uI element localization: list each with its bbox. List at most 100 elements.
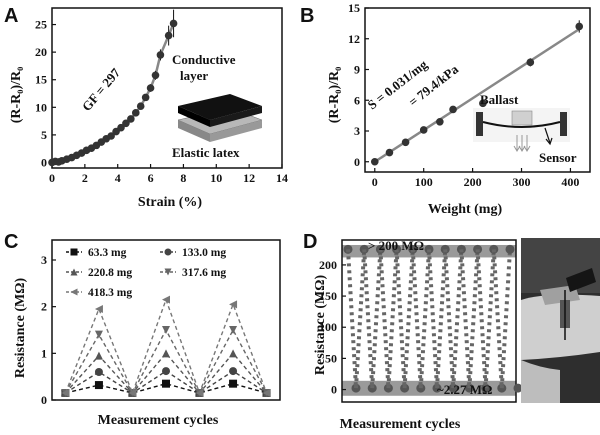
panel-d-ytick-label: 0: [331, 383, 337, 397]
panel-c-point: [229, 367, 238, 376]
panel-d-transition-line: [362, 249, 375, 389]
panel-a-latex-label: Elastic latex: [172, 145, 240, 160]
panel-c-xlabel: Measurement cycles: [98, 413, 219, 428]
panel-a-point: [127, 115, 135, 123]
panel-d-low-point: [513, 383, 523, 393]
panel-d-low-band: [342, 380, 516, 396]
panel-b-xtick-label: 0: [372, 175, 378, 189]
panel-d-transition-line: [459, 249, 472, 389]
panel-a-xtick-label: 0: [49, 171, 55, 185]
panel-b-sensor-label: Sensor: [539, 150, 577, 165]
panel-c-legend-label: 133.0 mg: [182, 247, 226, 259]
panel-d-transition-line: [427, 249, 439, 389]
panel-a-xtick-label: 8: [180, 171, 186, 185]
panel-c-legend-marker: [164, 268, 172, 276]
panel-a-point: [164, 31, 173, 40]
panel-c-legend-label: 63.3 mg: [88, 247, 127, 259]
panel-c-ytick-label: 3: [41, 253, 47, 267]
panel-d-transition-line: [378, 249, 391, 389]
panel-c-chart: 0 1 2 3 63.3 mg 133.0 mg 220.8 mg 317.6 mg 418.3…: [41, 239, 281, 407]
panel-c-point: [162, 295, 170, 304]
panel-c-point: [94, 305, 103, 313]
panel-c-legend-label: 418.3 mg: [88, 287, 132, 299]
panel-a-xtick-label: 14: [276, 171, 288, 185]
layered-film-illustration: [177, 94, 263, 142]
panel-a-point: [122, 119, 130, 128]
panel-c-point: [229, 326, 238, 334]
panel-b-point: [401, 138, 410, 147]
panel-b-xtick-label: 100: [415, 175, 433, 189]
panel-a-xtick-label: 2: [82, 171, 88, 185]
panel-a-xtick-label: 4: [115, 171, 121, 185]
panel-a-point: [156, 51, 165, 59]
panel-a-point: [136, 102, 145, 111]
panel-d-transition-line: [402, 249, 415, 389]
wrist-photo: [521, 238, 600, 403]
panel-a-point: [169, 19, 178, 28]
panel-a-conductive-label: Conductive: [172, 52, 236, 67]
panel-c-legend-label: 317.6 mg: [182, 267, 226, 279]
panel-b-xlabel: Weight (mg): [428, 202, 503, 217]
panel-a-point: [146, 84, 155, 92]
panel-c-point: [229, 349, 238, 358]
panel-b-point: [526, 58, 535, 67]
panel-c-ytick-label: 1: [41, 346, 47, 360]
panel-c-point: [162, 326, 170, 334]
panel-d-transition-line: [443, 249, 456, 389]
panel-c-point: [195, 389, 204, 397]
panel-d-transition-line: [491, 249, 504, 389]
panel-b-point: [479, 99, 487, 108]
panel-a-layer-label: layer: [180, 68, 208, 83]
panel-d-transition-line: [451, 249, 464, 389]
panel-b-point: [575, 22, 584, 31]
panel-b-chart: 0 100 200 300 400 0 3 6 9 12 15: [348, 1, 591, 189]
panel-b-ytick-label: 9: [354, 63, 360, 77]
panel-c-point: [229, 300, 238, 309]
panel-c-point: [94, 381, 103, 390]
panel-b-frame: [364, 7, 591, 173]
panel-a-xtick-label: 12: [243, 171, 255, 185]
panel-d-ylabel: Resistance (MΩ): [313, 275, 328, 376]
panel-b-letter: B: [300, 5, 314, 27]
panel-a-ytick-label: 10: [35, 100, 47, 114]
panel-c-ytick-label: 2: [41, 300, 47, 314]
panel-a-letter: A: [4, 5, 18, 27]
panel-d-transition-line: [467, 249, 480, 389]
panel-d-transition-line: [483, 249, 496, 389]
panel-c-legend-label: 220.8 mg: [88, 267, 132, 279]
panel-a-ytick-label: 20: [35, 45, 47, 59]
panel-d-transition-line: [394, 249, 407, 389]
panel-a-xtick-label: 6: [148, 171, 154, 185]
panel-a-ylabel: (R-R₀)/R₀: [9, 67, 24, 124]
panel-c-point: [162, 367, 170, 376]
panel-d-transition-line: [346, 249, 358, 389]
panel-b-point: [436, 117, 444, 126]
panel-d-low-label: ~2.27 MΩ: [437, 382, 492, 397]
panel-b-ytick-label: 6: [354, 93, 360, 107]
panel-d-frame: [341, 239, 517, 403]
panel-d-ytick-label: 200: [319, 258, 337, 272]
panel-a-point: [107, 132, 115, 140]
panel-c-legend-marker: [164, 248, 172, 256]
panel-d-high-label: > 200 MΩ: [368, 238, 424, 253]
panel-d-transition-line: [499, 249, 512, 389]
panel-d-transition-line: [435, 249, 448, 389]
panel-a-ytick-label: 5: [41, 128, 47, 142]
panel-a-ytick-label: 15: [35, 73, 47, 87]
panel-b-ballast-label: Ballast: [480, 92, 519, 107]
panel-b-xtick-label: 200: [464, 175, 482, 189]
panel-c-legend-marker: [70, 248, 78, 256]
panel-b-point: [419, 126, 428, 134]
panel-b-ytick-label: 12: [348, 32, 360, 46]
panel-b-ytick-label: 0: [354, 155, 360, 169]
panel-d-transition-line: [410, 249, 423, 389]
panel-d-transition-line: [475, 249, 488, 389]
panel-b-ytick-label: 15: [348, 1, 360, 15]
panel-b-xtick-label: 400: [561, 175, 579, 189]
panel-d-transition-line: [386, 249, 399, 389]
panel-c-point: [229, 379, 238, 388]
panel-c-point: [128, 389, 137, 397]
panel-b-fit-line: [374, 27, 581, 163]
panel-d-ytick-label: 50: [325, 351, 337, 365]
panel-c-point: [94, 368, 103, 376]
